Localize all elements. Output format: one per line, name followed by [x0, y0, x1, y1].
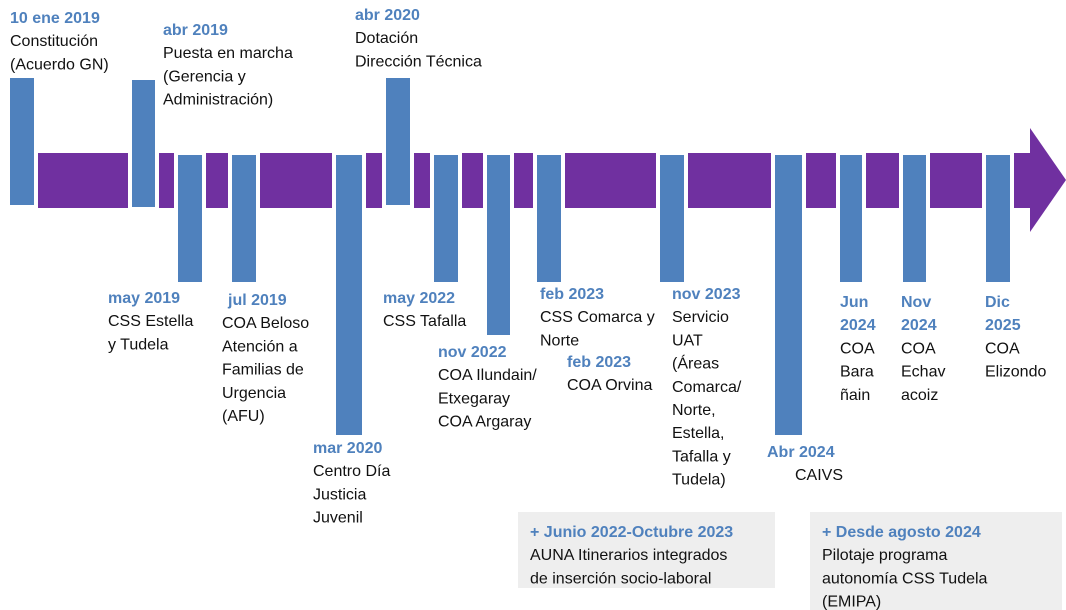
event-bar — [660, 155, 684, 282]
event-text: (Áreas — [672, 354, 719, 373]
note-box — [518, 512, 775, 588]
timeline-arrowhead — [1030, 128, 1066, 232]
event-date: abr 2020 — [355, 7, 420, 24]
event-text: Estella, — [672, 425, 724, 442]
event-date: nov 2022 — [438, 344, 507, 361]
event-text: Comarca/ — [672, 379, 742, 396]
event-text: Bara — [840, 364, 874, 381]
event-bar — [10, 78, 34, 205]
event-text: Norte — [540, 332, 579, 349]
event-text: y Tudela — [108, 336, 169, 353]
event-text: CAIVS — [795, 467, 843, 484]
event-date: may 2022 — [383, 290, 455, 307]
event-text: (Gerencia y — [163, 68, 246, 85]
event-date: mar 2020 — [313, 440, 382, 457]
event-bar — [232, 155, 256, 282]
event-text: COA Beloso — [222, 315, 309, 332]
note-text: AUNA Itinerarios integrados — [530, 547, 727, 564]
event-bar — [986, 155, 1010, 282]
event-date: Jun 2024 — [840, 294, 876, 334]
note-text: autonomía CSS Tudela — [822, 570, 988, 587]
event-text: Dotación — [355, 30, 418, 47]
note-title: + Desde agosto 2024 — [822, 524, 981, 541]
event-text: Administración) — [163, 92, 273, 109]
event-text: ñain — [840, 387, 870, 404]
event-text: Puesta en marcha — [163, 45, 293, 62]
event-text: Elizondo — [985, 364, 1046, 381]
event-bar — [840, 155, 862, 282]
event-bar — [775, 155, 802, 435]
event-text: COA Ilundain/ — [438, 367, 537, 384]
note-text: de inserción socio-laboral — [530, 570, 711, 587]
event-bar — [434, 155, 458, 282]
event-text: COA — [901, 340, 936, 357]
event-text: UAT — [672, 332, 703, 349]
event-text: (Acuerdo GN) — [10, 56, 109, 73]
note-text: (EMIPA) — [822, 594, 881, 610]
event-date: Abr 2024 — [767, 444, 835, 461]
event-text: Justicia — [313, 486, 366, 503]
event-text: (AFU) — [222, 408, 265, 425]
event-text: Dirección Técnica — [355, 53, 482, 70]
event-date: abr 2019 — [163, 22, 228, 39]
event-text: Tudela) — [672, 472, 726, 489]
event-date: feb 2023 — [540, 286, 604, 303]
event-text: COA Orvina — [567, 377, 652, 394]
event-date: feb 2023 — [567, 354, 631, 371]
event-bar — [178, 155, 202, 282]
event-text: COA Argaray — [438, 414, 531, 431]
event-text: COA — [840, 340, 875, 357]
event-text: Centro Día — [313, 463, 390, 480]
event-date: nov 2023 — [672, 286, 741, 303]
event-date: Dic 2025 — [985, 294, 1021, 334]
note-text: Pilotaje programa — [822, 547, 948, 564]
event-date: 10 ene 2019 — [10, 10, 100, 27]
event-date: may 2019 — [108, 290, 180, 307]
event-text: Tafalla y — [672, 448, 731, 465]
event-text: Urgencia — [222, 385, 286, 402]
event-date: jul 2019 — [227, 292, 287, 309]
event-bar — [386, 78, 410, 205]
event-text: Etxegaray — [438, 390, 510, 407]
event-date: Nov 2024 — [901, 294, 937, 334]
event-text: Familias de — [222, 362, 304, 379]
note-title: + Junio 2022-Octubre 2023 — [530, 524, 733, 541]
event-text: Norte, — [672, 402, 716, 419]
event-text: CSS Comarca y — [540, 309, 655, 326]
event-bar — [537, 155, 561, 282]
event-text: CSS Estella — [108, 313, 193, 330]
event-text: Constitución — [10, 33, 98, 50]
event-text: CSS Tafalla — [383, 313, 466, 330]
event-text: Echav — [901, 364, 945, 381]
event-text: Servicio — [672, 309, 729, 326]
event-bar — [903, 155, 926, 282]
event-text: Atención a — [222, 338, 298, 355]
note-box — [810, 512, 1062, 610]
event-text: acoiz — [901, 387, 938, 404]
event-text: Juvenil — [313, 510, 363, 527]
event-bar — [487, 155, 510, 335]
event-text: COA — [985, 340, 1020, 357]
event-bar — [336, 155, 362, 435]
event-bar — [132, 80, 155, 207]
